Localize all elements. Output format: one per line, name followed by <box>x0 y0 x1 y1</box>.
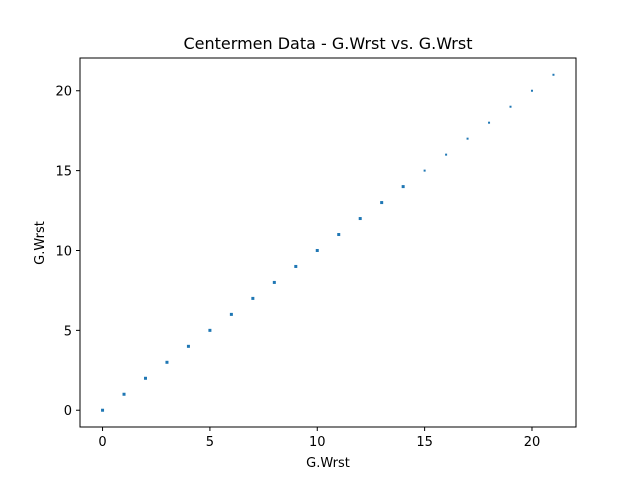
scatter-point <box>337 233 341 237</box>
scatter-point <box>208 328 212 332</box>
y-axis: 0 5 10 15 20 <box>55 85 80 419</box>
scatter-point <box>122 392 126 396</box>
scatter-point <box>186 344 190 348</box>
x-tick-label: 10 <box>309 435 326 450</box>
x-tick-label: 5 <box>206 435 214 450</box>
data-points <box>101 73 555 412</box>
scatter-point <box>530 89 533 92</box>
scatter-point <box>165 360 169 364</box>
scatter-point <box>488 121 491 124</box>
scatter-point <box>445 153 448 156</box>
plot-frame <box>79 57 577 428</box>
scatter-point <box>380 201 384 205</box>
x-tick-label: 0 <box>98 435 106 450</box>
scatter-point <box>552 73 555 76</box>
y-tick-label: 20 <box>55 85 72 100</box>
chart-title: Centermen Data - G.Wrst vs. G.Wrst <box>184 34 473 53</box>
y-tick-label: 10 <box>55 244 72 259</box>
y-axis-label: G.Wrst <box>33 221 48 265</box>
scatter-point <box>229 312 233 316</box>
scatter-point <box>401 185 405 189</box>
scatter-point <box>466 137 469 140</box>
scatter-point <box>423 169 426 172</box>
x-tick-label: 15 <box>416 435 433 450</box>
scatter-point <box>358 217 362 221</box>
x-tick-label: 20 <box>524 435 541 450</box>
x-axis-label: G.Wrst <box>306 456 350 471</box>
scatter-point <box>294 264 298 268</box>
scatter-point <box>101 408 105 412</box>
y-tick-label: 0 <box>64 404 72 419</box>
scatter-point <box>315 248 319 252</box>
y-tick-label: 15 <box>55 165 72 180</box>
scatter-point <box>143 376 147 380</box>
scatter-point <box>272 280 276 284</box>
y-tick-label: 5 <box>64 324 72 339</box>
x-axis: 0 5 10 15 20 <box>98 427 540 450</box>
scatter-point <box>251 296 255 300</box>
scatter-point <box>509 105 512 108</box>
